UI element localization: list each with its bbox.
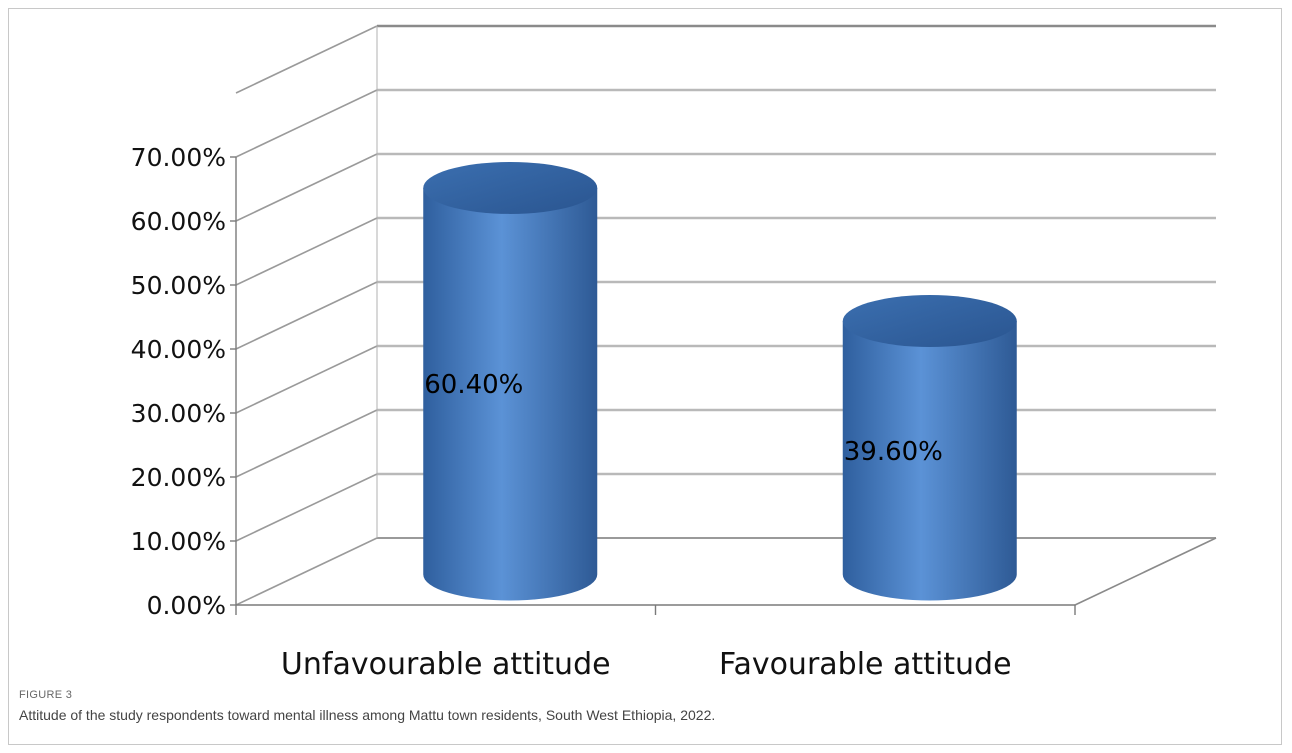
side-wall-gridline [235, 89, 378, 158]
side-wall-gridline [235, 217, 378, 286]
figure-label: FIGURE 3 [19, 689, 73, 701]
data-label: 39.60% [844, 437, 943, 467]
axis-layer: 0.00% 10.00% 20.00% 30.00% 40.00% 50.00% 60.00… [131, 143, 1076, 620]
bar-top [423, 161, 598, 214]
y-tick-label: 10.00% [131, 527, 226, 556]
grid-layer [235, 24, 1217, 606]
labels-layer: Unfavourable attitude Favourable attitude… [281, 370, 1012, 682]
side-wall-gridline [235, 281, 378, 350]
bars-layer [423, 161, 1017, 601]
side-wall-gridline [235, 345, 378, 414]
side-wall-gridline [235, 473, 378, 542]
data-label: 60.40% [424, 370, 523, 400]
y-tick-label: 30.00% [131, 399, 226, 428]
side-wall-gridline [235, 153, 378, 222]
side-wall-gridline [235, 537, 378, 606]
side-wall-gridline [235, 409, 378, 478]
bar-chart: 0.00% 10.00% 20.00% 30.00% 40.00% 50.00% 60.00… [131, 24, 1217, 682]
bar-body [842, 321, 1017, 601]
y-tick-label: 0.00% [147, 591, 226, 620]
y-tick-label: 40.00% [131, 335, 226, 364]
y-tick-label: 70.00% [131, 143, 226, 172]
y-tick-label: 60.00% [131, 207, 226, 236]
side-wall-gridline [235, 25, 378, 94]
bar-1 [423, 161, 598, 601]
figure-caption: Attitude of the study respondents toward… [19, 707, 716, 723]
x-category-label: Unfavourable attitude [281, 647, 611, 682]
bar-top [842, 295, 1017, 348]
y-tick-label: 20.00% [131, 463, 226, 492]
figure-frame: 0.00% 10.00% 20.00% 30.00% 40.00% 50.00% 60.00… [8, 8, 1282, 745]
bar-body [423, 187, 598, 601]
x-category-label: Favourable attitude [719, 647, 1012, 682]
bar-2 [842, 295, 1017, 601]
y-tick-label: 50.00% [131, 271, 226, 300]
floor-right-edge [1074, 537, 1217, 606]
